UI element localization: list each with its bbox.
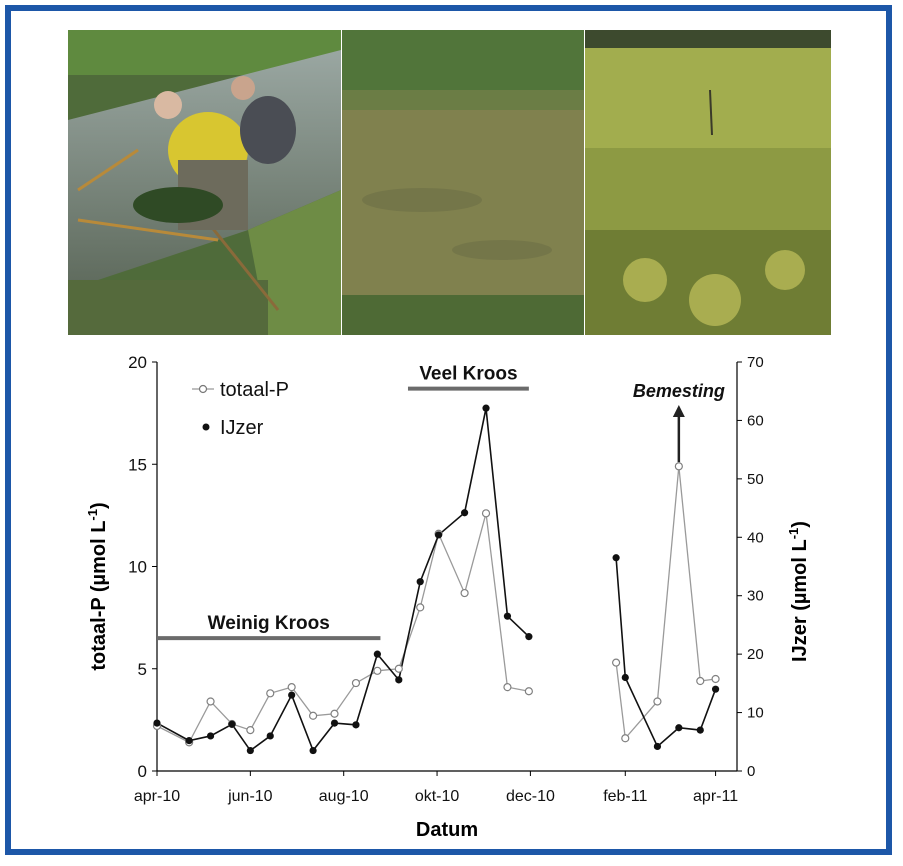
totaal-p-point [308, 711, 318, 720]
right-tick-label: 50 [747, 471, 764, 488]
totaal-p-point [674, 462, 683, 471]
ijzer-point [352, 721, 360, 729]
legend-ijzer-label: IJzer [220, 417, 264, 439]
dense-duckweed-photo [585, 30, 831, 335]
ijzer-point [653, 742, 662, 751]
right-tick-label: 10 [747, 705, 764, 722]
x-tick-label: jun-10 [227, 788, 273, 805]
x-tick-label: feb-11 [603, 788, 647, 805]
ijzer-point [434, 531, 443, 539]
ijzer-point [246, 746, 254, 755]
left-tick-label: 20 [128, 353, 147, 372]
totaal-p-point [524, 687, 533, 696]
totaal-p-point [696, 676, 705, 686]
tick-marks [152, 361, 742, 776]
ijzer-point [621, 673, 629, 682]
totaal-p-point [621, 734, 630, 743]
totaal-p-point [330, 709, 339, 718]
totaal-p-point [711, 674, 720, 684]
annotation-label: Weinig Kroos [208, 613, 330, 634]
totaal-p-point [206, 697, 215, 706]
ijzer-point [460, 509, 469, 517]
legend: totaal-P IJzer [192, 379, 289, 439]
right-tick-label: 30 [747, 588, 764, 605]
ijzer-point [503, 612, 512, 620]
ijzer-point [373, 650, 381, 658]
ijzer-point [330, 719, 339, 727]
ijzer-point [395, 676, 403, 684]
x-tick-label: dec-10 [506, 788, 555, 805]
totaal-p-line [615, 466, 716, 740]
totaal-p-point [612, 658, 621, 667]
totaal-p-point [394, 664, 403, 673]
ijzer-point [206, 732, 215, 740]
totaal-p-point [416, 603, 425, 612]
x-tick-label: apr-10 [134, 788, 180, 805]
totaal-p-point [287, 683, 296, 692]
ijzer-point [696, 726, 704, 734]
annotation-label: Bemesting [633, 381, 725, 401]
totaal-p-point [351, 678, 361, 688]
ijzer-point [525, 633, 533, 641]
legend-totaal-p-marker [198, 384, 208, 394]
ijzer-point [153, 719, 161, 727]
tick-labels: 0 5 10 15 20 0 10 20 30 40 50 60 70 apr-10 jun-10 aug-1… [128, 353, 764, 805]
x-tick-label: apr-11 [693, 788, 738, 805]
right-tick-label: 60 [747, 412, 764, 429]
ijzer-point [266, 732, 274, 740]
x-tick-label: aug-10 [319, 788, 369, 805]
totaal-p-point [653, 697, 662, 706]
totaal-p-point [246, 725, 255, 735]
totaal-p-point [481, 509, 491, 518]
x-axis-title: Datum [416, 819, 478, 841]
legend-totaal-p-label: totaal-P [220, 379, 289, 401]
totaal-p-point [503, 683, 512, 692]
duckweed-covered-ditch-photo [342, 30, 584, 335]
annotations: Weinig Kroos Veel Kroos Bemesting [157, 364, 725, 641]
annotation-arrowhead [672, 404, 685, 417]
ijzer-point [288, 691, 296, 699]
ijzer-point [482, 404, 490, 412]
ijzer-point [612, 554, 620, 562]
ijzer-point [711, 685, 720, 693]
right-y-axis-title: IJzer (µmol L-1) [786, 521, 811, 662]
x-tick-label: okt-10 [415, 788, 460, 805]
ijzer-point [309, 746, 317, 755]
ijzer-point [228, 720, 236, 728]
right-tick-label: 40 [747, 529, 764, 546]
left-tick-label: 15 [128, 455, 147, 474]
right-tick-label: 70 [747, 354, 764, 371]
left-y-axis-title: totaal-P (µmol L-1) [85, 502, 110, 670]
totaal-p-point [266, 689, 275, 698]
right-tick-label: 20 [747, 646, 764, 663]
left-tick-label: 0 [138, 762, 147, 781]
left-tick-label: 10 [128, 558, 147, 577]
sampling-photo [68, 30, 341, 335]
totaal-p-point [373, 666, 382, 675]
ijzer-point [675, 724, 683, 732]
annotation-label: Veel Kroos [419, 364, 517, 385]
ijzer-line [615, 557, 717, 748]
legend-ijzer-marker [202, 423, 210, 431]
totaal-p-line [156, 513, 529, 744]
ijzer-line [156, 407, 530, 753]
ijzer-point [416, 578, 424, 586]
right-tick-label: 0 [747, 763, 755, 780]
totaal-p-point [460, 588, 469, 598]
left-tick-label: 5 [138, 660, 147, 679]
ijzer-point [185, 737, 193, 745]
series [152, 404, 720, 755]
